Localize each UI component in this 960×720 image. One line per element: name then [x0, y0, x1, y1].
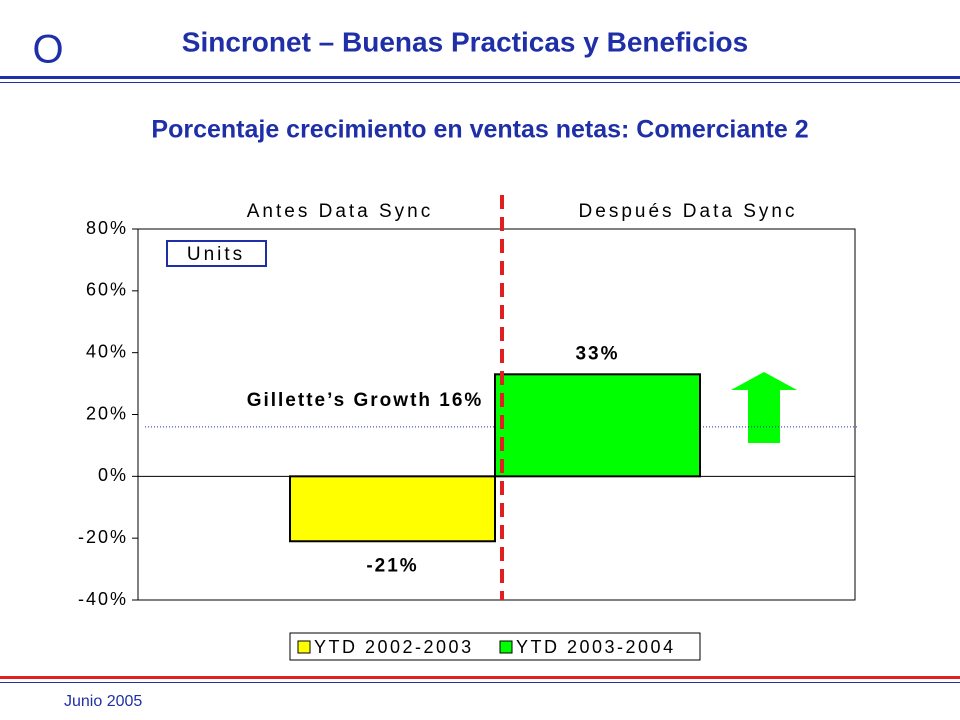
- y-tick-label: 20%: [86, 403, 128, 423]
- header-rule: [0, 82, 960, 83]
- annotation: Units: [187, 244, 245, 265]
- legend-label: YTD 2002-2003: [314, 637, 474, 657]
- bar: [494, 373, 701, 478]
- slide-title: Sincronet – Buenas Practicas y Beneficio…: [182, 26, 748, 57]
- annotation: Antes Data Sync: [247, 201, 434, 222]
- y-tick-label: 80%: [86, 218, 128, 238]
- footer-rule: [0, 676, 960, 679]
- footer-rule: [0, 682, 960, 683]
- bar: [289, 475, 496, 543]
- y-tick-label: -20%: [78, 527, 128, 547]
- y-tick-label: 60%: [86, 280, 128, 300]
- header-rule: [0, 76, 960, 79]
- annotation: Después Data Sync: [579, 201, 798, 222]
- footer-date: Junio 2005: [64, 693, 142, 710]
- legend: [289, 632, 701, 661]
- legend-label: YTD 2003-2004: [516, 637, 676, 657]
- chart-title: Porcentaje crecimiento en ventas netas: …: [151, 116, 808, 144]
- y-tick-label: 40%: [86, 341, 128, 361]
- legend-swatch: [499, 640, 513, 654]
- value-label: 33%: [575, 343, 619, 364]
- up-arrow: [731, 372, 797, 443]
- units-box: [166, 240, 267, 267]
- value-label: -21%: [366, 555, 418, 576]
- y-tick-label: -40%: [78, 589, 128, 609]
- reference-label: Gillette’s Growth 16%: [247, 390, 484, 411]
- y-tick-label: 0%: [98, 465, 128, 485]
- logo: O: [32, 28, 63, 72]
- legend-swatch: [297, 640, 311, 654]
